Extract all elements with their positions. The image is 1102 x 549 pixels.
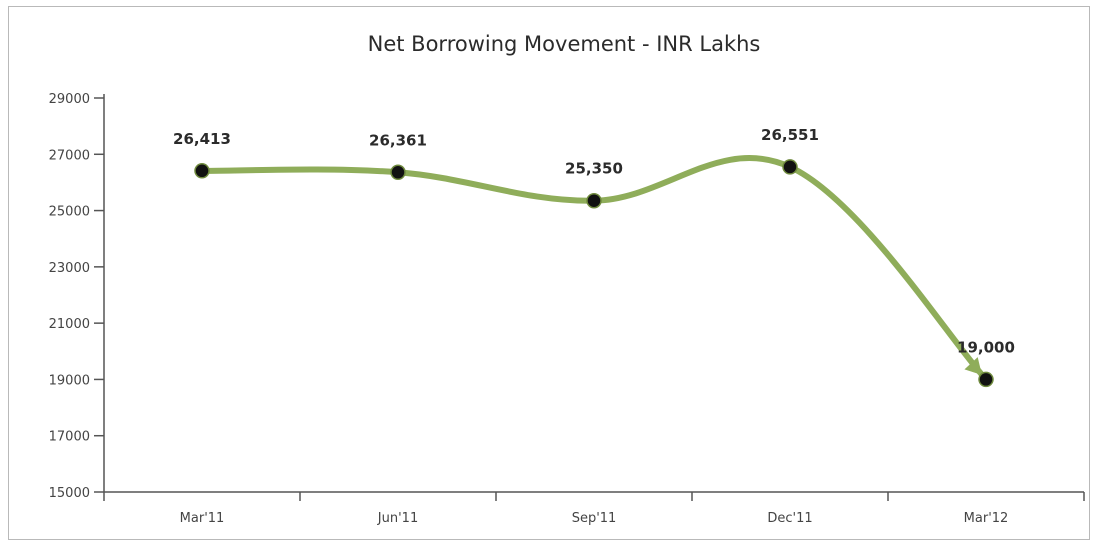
data-point [390, 164, 406, 181]
axes: 29000 27000 25000 23000 21000 19000 17000 15000… [49, 92, 1085, 526]
series-net-borrowing [194, 155, 994, 388]
x-tick-label: Mar'11 [180, 511, 225, 526]
series-line [199, 155, 989, 383]
data-point [586, 192, 602, 209]
y-tick-label: 29000 [49, 92, 90, 107]
y-tick-label: 17000 [49, 430, 90, 445]
chart-title: Net Borrowing Movement - INR Lakhs [368, 32, 761, 56]
data-point [782, 159, 798, 175]
data-point [194, 163, 210, 179]
x-tick-label: Jun'11 [377, 511, 418, 526]
y-tick-label: 25000 [49, 205, 90, 220]
data-labels: 26,413 26,361 25,350 26,551 19,000 [173, 126, 1015, 357]
y-tick-label: 23000 [49, 261, 90, 276]
data-label: 26,551 [761, 126, 819, 144]
data-label: 25,350 [565, 160, 623, 178]
data-point [978, 371, 994, 388]
y-tick-label: 27000 [49, 148, 90, 163]
line-chart: Net Borrowing Movement - INR Lakhs 29000… [49, 32, 1085, 526]
data-label: 26,413 [173, 130, 231, 148]
y-tick-label: 15000 [49, 486, 90, 501]
x-tick-label: Sep'11 [572, 511, 617, 526]
series-arrowhead [964, 357, 982, 376]
y-tick-label: 21000 [49, 317, 90, 332]
data-label: 19,000 [957, 338, 1015, 356]
y-tick-label: 19000 [49, 373, 90, 388]
data-label: 26,361 [369, 131, 427, 149]
x-tick-label: Dec'11 [767, 511, 812, 526]
x-tick-label: Mar'12 [964, 511, 1009, 526]
chart-frame: Net Borrowing Movement - INR Lakhs 29000… [8, 6, 1090, 540]
